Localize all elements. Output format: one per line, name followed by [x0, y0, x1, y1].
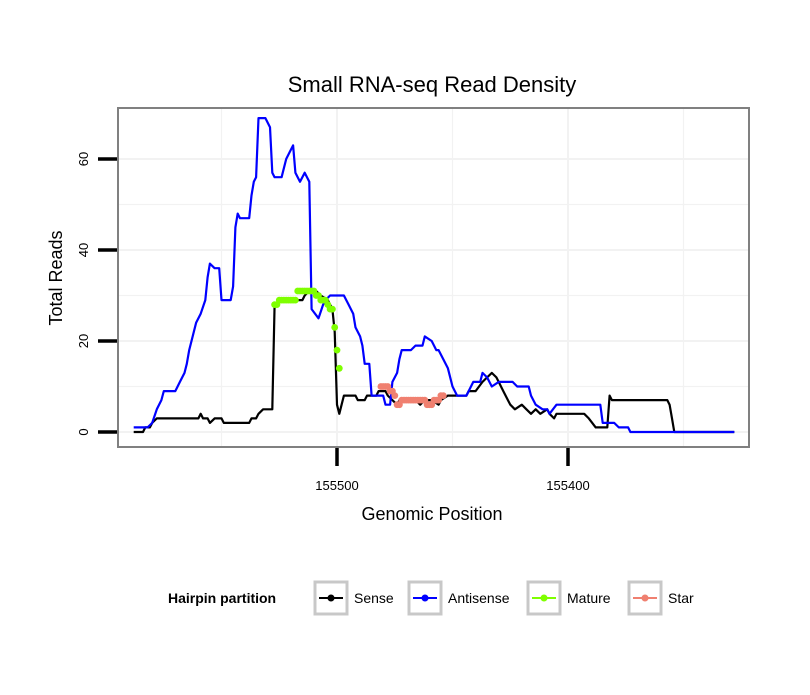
y-axis: 0 20 40 60	[76, 152, 117, 436]
legend-label-star: Star	[668, 590, 694, 606]
legend-title: Hairpin partition	[168, 590, 276, 606]
legend-label-mature: Mature	[567, 590, 611, 606]
legend-key-point-sense	[327, 594, 335, 602]
y-tick-label: 0	[76, 428, 91, 435]
legend-key-point-mature	[540, 594, 548, 602]
series-line-antisense	[133, 117, 735, 434]
y-axis-label: Total Reads	[46, 230, 66, 325]
legend-label-sense: Sense	[354, 590, 394, 606]
plot-panel	[117, 107, 750, 448]
x-axis-label: Genomic Position	[361, 504, 502, 524]
legend-label-antisense: Antisense	[448, 590, 510, 606]
plot-background	[118, 108, 749, 447]
x-tick-label: 155400	[546, 478, 589, 493]
data-point-star	[439, 392, 447, 399]
data-point-mature	[331, 324, 339, 331]
y-tick-label: 20	[76, 334, 91, 348]
legend-key-point-antisense	[421, 594, 429, 602]
data-point-mature	[335, 364, 343, 372]
y-tick-label: 40	[76, 243, 91, 257]
x-tick-label: 155500	[315, 478, 358, 493]
chart-title: Small RNA-seq Read Density	[288, 72, 577, 97]
legend-key-point-star	[641, 594, 649, 602]
series-layer	[133, 117, 735, 434]
y-tick-label: 60	[76, 152, 91, 166]
data-point-star	[391, 392, 399, 399]
grid-lines	[118, 108, 749, 447]
data-point-mature	[292, 296, 299, 304]
legend: Hairpin partition Sense Antisense Mature St…	[168, 580, 694, 616]
data-point-mature	[329, 305, 336, 313]
x-axis: 155500 155400	[315, 448, 590, 493]
plot-border	[117, 107, 750, 448]
data-point-mature	[333, 346, 341, 354]
